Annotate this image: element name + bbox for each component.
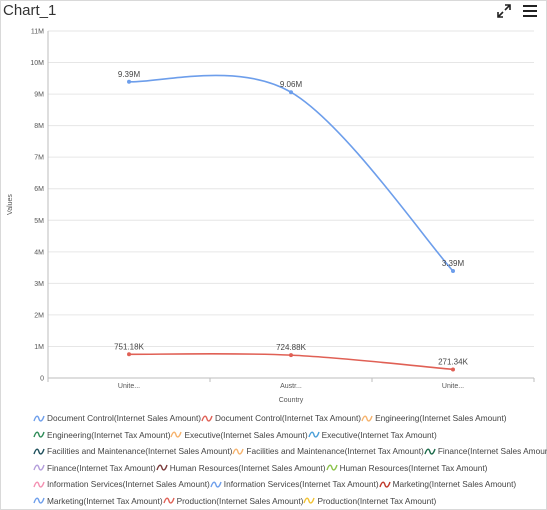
legend-item[interactable]: Finance(Internet Tax Amount) <box>33 460 156 477</box>
legend-line-icon <box>33 415 45 422</box>
legend-line-icon <box>232 448 245 455</box>
legend-item[interactable]: Engineering(Internet Tax Amount) <box>33 427 170 444</box>
data-label: 3.39M <box>442 259 465 268</box>
data-point <box>127 352 131 357</box>
chart-title: Chart_1 <box>3 2 57 19</box>
data-label: 9.06M <box>280 80 303 89</box>
y-tick-label: 3M <box>34 281 44 288</box>
y-tick-label: 4M <box>34 249 44 256</box>
legend-row: Document Control(Internet Sales Amount) D… <box>33 410 543 427</box>
legend-line-icon <box>33 431 45 438</box>
legend-row: Marketing(Internet Tax Amount) Production… <box>33 493 543 510</box>
y-tick-label: 10M <box>30 60 44 67</box>
legend-label: Production(Internet Sales Amount) <box>176 495 304 506</box>
legend-label: Engineering(Internet Sales Amount) <box>375 413 507 423</box>
legend-item[interactable]: Engineering(Internet Sales Amount) <box>361 410 507 427</box>
legend-line-icon <box>303 497 316 504</box>
data-point <box>289 90 293 95</box>
menu-icon[interactable] <box>522 3 538 19</box>
legend-item[interactable]: Facilities and Maintenance(Internet Tax … <box>232 443 424 460</box>
legend-item[interactable]: Marketing(Internet Tax Amount) <box>33 493 163 510</box>
legend-line-icon <box>33 448 45 455</box>
y-tick-label: 9M <box>34 92 44 99</box>
legend-item[interactable]: Finance(Internet Sales Amount) <box>424 443 547 460</box>
data-label: 271.34K <box>438 357 468 366</box>
data-label: 751.18K <box>114 342 144 351</box>
legend-line-icon <box>33 464 45 471</box>
data-point <box>289 353 293 358</box>
legend-label: Production(Internet Tax Amount) <box>317 495 437 506</box>
legend-line-icon <box>424 448 436 455</box>
y-tick-label: 8M <box>34 123 44 130</box>
legend-row: Information Services(Internet Sales Amou… <box>33 476 543 493</box>
y-tick-label: 0 <box>40 376 44 383</box>
y-axis-title: Values <box>7 194 14 215</box>
legend-line-icon <box>378 481 391 488</box>
legend-item[interactable]: Human Resources(Internet Tax Amount) <box>325 460 488 477</box>
expand-icon[interactable] <box>496 3 512 19</box>
legend-item[interactable]: Information Services(Internet Tax Amount… <box>210 476 379 493</box>
data-point <box>127 79 131 84</box>
chart-legend: Document Control(Internet Sales Amount) D… <box>33 410 547 510</box>
legend-line-icon <box>33 497 45 504</box>
data-label: 9.39M <box>118 70 141 79</box>
legend-line-icon <box>170 431 183 438</box>
legend-line-icon <box>162 497 175 504</box>
legend-item[interactable]: Document Control(Internet Tax Amount) <box>201 410 361 427</box>
legend-label: Human Resources(Internet Sales Amount) <box>169 462 326 473</box>
legend-label: Human Resources(Internet Tax Amount) <box>339 462 488 473</box>
y-tick-label: 5M <box>34 218 44 225</box>
legend-item[interactable]: Executive(Internet Sales Amount) <box>170 427 308 444</box>
legend-item[interactable]: Production(Internet Sales Amount) <box>162 493 304 510</box>
legend-label: Document Control(Internet Sales Amount) <box>47 413 202 423</box>
legend-row: Facilities and Maintenance(Internet Sale… <box>33 443 547 460</box>
legend-item[interactable]: Human Resources(Internet Sales Amount) <box>156 460 326 477</box>
legend-item[interactable]: Information Services(Internet Sales Amou… <box>33 476 210 493</box>
legend-item[interactable]: Production(Internet Tax Amount) <box>303 493 436 510</box>
x-tick-label: Unite... <box>118 383 140 390</box>
x-tick-label: Austr... <box>280 383 302 390</box>
y-tick-label: 2M <box>34 312 44 319</box>
legend-line-icon <box>156 464 168 471</box>
legend-label: Executive(Internet Tax Amount) <box>321 429 437 440</box>
legend-label: Marketing(Internet Tax Amount) <box>47 495 163 506</box>
legend-label: Finance(Internet Sales Amount) <box>437 446 547 456</box>
legend-row: Finance(Internet Tax Amount) Human Resour… <box>33 460 543 477</box>
legend-label: Information Services(Internet Sales Amou… <box>47 479 210 489</box>
x-axis-title: Country <box>279 397 304 404</box>
y-tick-label: 6M <box>34 186 44 193</box>
legend-row: Engineering(Internet Tax Amount) Executiv… <box>33 427 543 444</box>
y-tick-label: 11M <box>31 29 44 36</box>
legend-label: Engineering(Internet Tax Amount) <box>47 429 171 440</box>
y-tick-label: 1M <box>34 344 44 351</box>
legend-item[interactable]: Marketing(Internet Sales Amount) <box>378 476 517 493</box>
line-chart: 0 1M 2M 3M 4M 5M 6M 7M 8M 9M 10M 11M Unite... Austr..… <box>7 29 535 404</box>
legend-label: Executive(Internet Sales Amount) <box>184 429 308 440</box>
data-point <box>451 269 455 274</box>
legend-label: Facilities and Maintenance(Internet Tax … <box>246 446 424 456</box>
y-tick-label: 7M <box>34 155 44 162</box>
legend-item[interactable]: Facilities and Maintenance(Internet Sale… <box>33 443 232 460</box>
data-label: 724.88K <box>276 343 306 352</box>
legend-label: Finance(Internet Tax Amount) <box>47 462 156 473</box>
legend-label: Marketing(Internet Sales Amount) <box>392 479 517 489</box>
chart-toolbar <box>496 3 538 19</box>
legend-label: Information Services(Internet Tax Amount… <box>223 479 379 489</box>
legend-line-icon <box>307 431 320 438</box>
legend-item[interactable]: Document Control(Internet Sales Amount) <box>33 410 201 427</box>
legend-line-icon <box>33 481 45 488</box>
legend-line-icon <box>361 415 373 422</box>
legend-label: Facilities and Maintenance(Internet Sale… <box>47 446 233 456</box>
legend-line-icon <box>201 415 213 422</box>
legend-item[interactable]: Executive(Internet Tax Amount) <box>307 427 437 444</box>
legend-line-icon <box>325 464 338 471</box>
legend-line-icon <box>210 481 222 488</box>
series-line-0 <box>128 74 454 272</box>
legend-label: Document Control(Internet Tax Amount) <box>215 413 362 423</box>
data-point <box>451 367 455 372</box>
x-tick-label: Unite... <box>442 383 464 390</box>
